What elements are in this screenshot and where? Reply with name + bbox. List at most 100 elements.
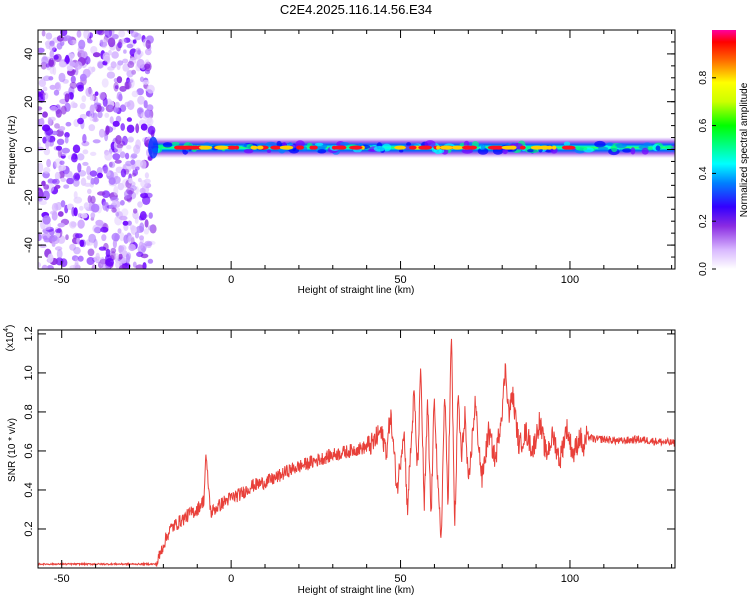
noise-blob	[118, 39, 123, 45]
noise-blob	[74, 174, 81, 180]
noise-blob	[70, 101, 76, 109]
noise-blob	[69, 61, 76, 67]
noise-blob	[139, 235, 144, 241]
band-patch	[314, 142, 324, 146]
noise-blob	[60, 105, 67, 115]
band-hotspot	[309, 145, 315, 150]
noise-blob	[41, 264, 48, 269]
noise-blob	[116, 62, 121, 71]
band-patch	[606, 142, 614, 147]
snr-scale-note: (x104)	[3, 325, 16, 352]
colorbar: 0.0 0.2 0.4 0.6 0.8 Normalized spectral ampl…	[698, 30, 750, 276]
noise-blob	[42, 86, 48, 92]
noise-blob	[85, 87, 93, 97]
noise-blob	[42, 124, 51, 132]
noise-blob	[117, 182, 125, 191]
noise-blob	[144, 192, 153, 199]
band-hotspot	[298, 145, 304, 150]
noise-blob	[45, 226, 54, 232]
noise-blob	[134, 32, 142, 41]
band-patch	[643, 142, 652, 147]
noise-blob	[131, 90, 139, 98]
noise-blob	[124, 101, 131, 108]
noise-blob	[95, 252, 100, 261]
noise-blob	[124, 189, 132, 199]
noise-blob	[57, 148, 63, 158]
noise-blob	[75, 233, 83, 239]
band-patch	[477, 147, 489, 155]
noise-blob	[55, 109, 62, 118]
band-patch	[243, 148, 254, 154]
noise-blob	[103, 164, 108, 174]
noise-blob	[107, 37, 116, 48]
noise-blob	[127, 30, 134, 34]
noise-blob	[58, 61, 67, 68]
noise-blob	[113, 185, 119, 196]
y-tick-label: 1.2	[23, 326, 35, 341]
colorbar-tick-label: 0.6	[698, 118, 709, 132]
noise-blob	[143, 100, 148, 109]
noise-blob	[54, 171, 61, 181]
noise-blob	[123, 234, 129, 244]
noise-blob	[53, 89, 60, 96]
band-hotspot	[530, 145, 544, 150]
noise-blob	[93, 176, 100, 185]
noise-blob	[79, 239, 85, 247]
noise-blob	[81, 50, 88, 59]
band-patch	[655, 145, 661, 151]
noise-blob	[54, 123, 60, 129]
noise-blob	[89, 112, 94, 122]
x-tick-label: 0	[228, 274, 234, 286]
noise-blob	[100, 257, 106, 267]
noise-blob	[92, 52, 101, 58]
noise-blob	[77, 219, 85, 229]
noise-blob	[91, 104, 98, 111]
noise-blob	[38, 79, 47, 88]
noise-blob	[112, 200, 117, 206]
noise-blob	[92, 139, 101, 144]
x-tick-label: 100	[561, 274, 579, 286]
noise-blob	[121, 250, 128, 258]
noise-blob	[126, 117, 132, 122]
spectrogram-xlabel: Height of straight line (km)	[298, 285, 415, 296]
noise-blob	[117, 60, 124, 66]
noise-blob	[88, 124, 96, 132]
noise-blob	[72, 144, 81, 154]
noise-blob	[53, 54, 59, 60]
noise-blob	[142, 79, 150, 85]
band-patch	[594, 140, 606, 148]
noise-blob	[90, 151, 97, 156]
y-tick-label: 0	[23, 146, 35, 152]
noise-blob	[76, 153, 85, 161]
noise-blob	[110, 61, 117, 69]
snr-plot	[38, 338, 675, 567]
noise-blob	[70, 75, 76, 84]
noise-blob	[98, 92, 106, 101]
noise-blob	[134, 159, 143, 168]
band-patch	[480, 144, 486, 150]
noise-blob	[122, 58, 129, 64]
noise-blob	[144, 109, 152, 118]
noise-blob	[144, 63, 151, 70]
band-hotspot	[331, 145, 337, 150]
noise-blob	[132, 261, 137, 268]
noise-blob	[49, 234, 58, 242]
band-patch	[641, 147, 649, 155]
band-patch	[461, 148, 474, 154]
noise-blob	[112, 120, 120, 127]
noise-blob	[73, 246, 81, 255]
noise-blob	[144, 172, 149, 179]
band-hotspot	[519, 145, 526, 150]
noise-blob	[42, 92, 49, 100]
noise-blob	[64, 132, 70, 138]
noise-blob	[133, 144, 141, 155]
noise-blob	[114, 159, 122, 164]
noise-blob	[42, 136, 47, 144]
snr-ylabel: SNR (10 * v/v)	[7, 418, 18, 482]
noise-blob	[108, 104, 114, 110]
noise-blob	[64, 170, 73, 178]
noise-blob	[77, 117, 84, 125]
noise-blob	[45, 140, 50, 150]
noise-blob	[119, 232, 125, 242]
y-tick-label: 0.6	[23, 443, 35, 458]
